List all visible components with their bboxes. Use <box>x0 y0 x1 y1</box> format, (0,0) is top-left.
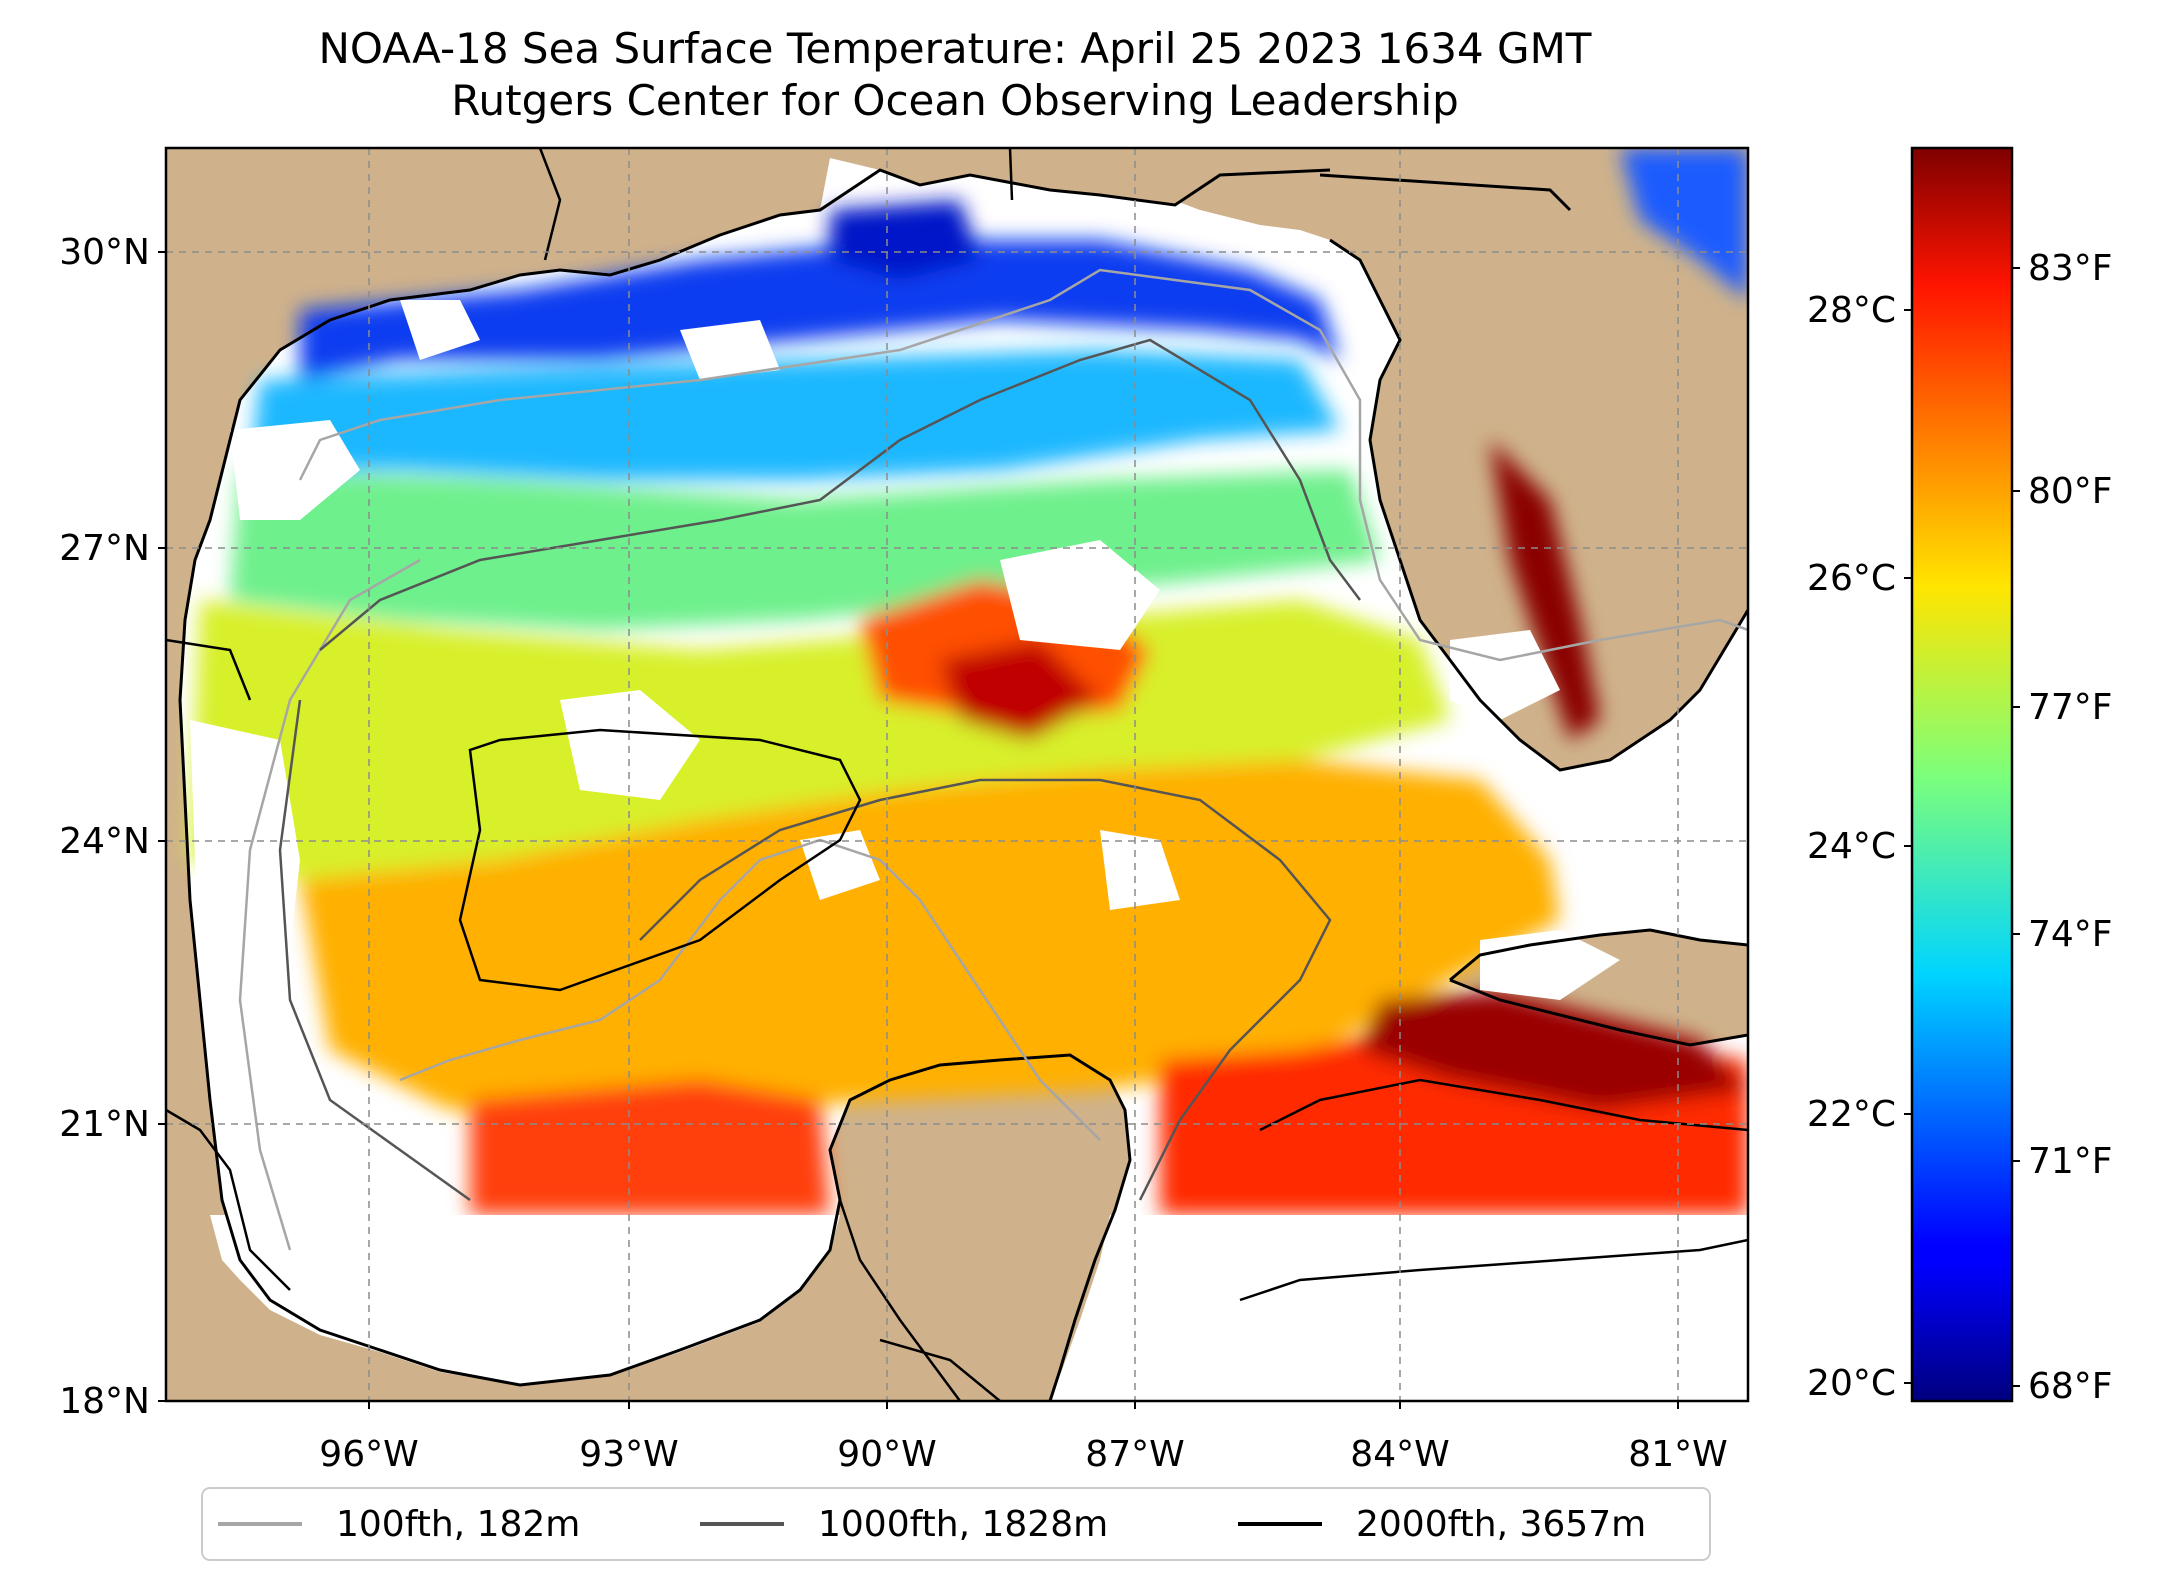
legend-label-2000fth: 2000fth, 3657m <box>1356 1504 1646 1545</box>
lon-tick-label: 90°W <box>837 1434 936 1475</box>
lon-tick-label: 84°W <box>1350 1434 1449 1475</box>
map-subtitle: Rutgers Center for Ocean Observing Leade… <box>451 76 1459 125</box>
borders <box>166 148 1014 1401</box>
lat-tick-label: 30°N <box>59 232 150 273</box>
fahrenheit-tick-label: 74°F <box>2028 914 2113 955</box>
map-title: NOAA-18 Sea Surface Temperature: April 2… <box>318 24 1592 73</box>
legend-label-1000fth: 1000fth, 1828m <box>818 1504 1108 1545</box>
fahrenheit-tick-label: 77°F <box>2028 687 2113 728</box>
legend-box <box>201 1487 1711 1561</box>
lon-axis: 96°W 93°W 90°W 87°W 84°W 81°W <box>319 1401 1728 1475</box>
lon-tick-label: 96°W <box>319 1434 418 1475</box>
lon-tick-label: 81°W <box>1628 1434 1727 1475</box>
map-panel <box>166 148 1748 1401</box>
legend: 100fth, 182m 1000fth, 1828m 2000fth, 365… <box>201 1487 1711 1561</box>
lat-tick-label: 21°N <box>59 1104 150 1145</box>
celsius-tick-label: 26°C <box>1807 558 1896 599</box>
lon-tick-label: 93°W <box>579 1434 678 1475</box>
lat-tick-label: 18°N <box>59 1381 150 1422</box>
celsius-tick-label: 20°C <box>1807 1363 1896 1404</box>
fahrenheit-tick-label: 71°F <box>2028 1141 2113 1182</box>
lon-tick-label: 87°W <box>1085 1434 1184 1475</box>
land-south <box>166 1215 1110 1401</box>
colorbar: 20°C 22°C 24°C 26°C 28°C 68°F 71°F 74°F … <box>1807 146 2113 1407</box>
lat-tick-label: 24°N <box>59 821 150 862</box>
legend-label-100fth: 100fth, 182m <box>336 1504 580 1545</box>
celsius-tick-label: 24°C <box>1807 826 1896 867</box>
fahrenheit-tick-label: 80°F <box>2028 471 2113 512</box>
gridlines <box>166 148 1748 1401</box>
contour-1000fth <box>319 338 1361 651</box>
coastlines <box>178 168 1748 1401</box>
lat-axis: 30°N 27°N 24°N 21°N 18°N <box>59 232 166 1422</box>
lat-tick-label: 27°N <box>59 528 150 569</box>
land-florida <box>1160 148 1748 770</box>
fahrenheit-tick-label: 83°F <box>2028 248 2113 289</box>
celsius-tick-label: 22°C <box>1807 1094 1896 1135</box>
bathymetry-contours <box>238 268 1748 1302</box>
contour-2000fth <box>458 728 862 992</box>
colorbar-gradient <box>1910 146 2014 1403</box>
contour-100fth <box>298 268 1748 662</box>
fahrenheit-tick-label: 68°F <box>2028 1366 2113 1407</box>
celsius-tick-label: 28°C <box>1807 290 1896 331</box>
sst-field <box>190 148 1748 1215</box>
map-frame <box>164 146 1750 1403</box>
